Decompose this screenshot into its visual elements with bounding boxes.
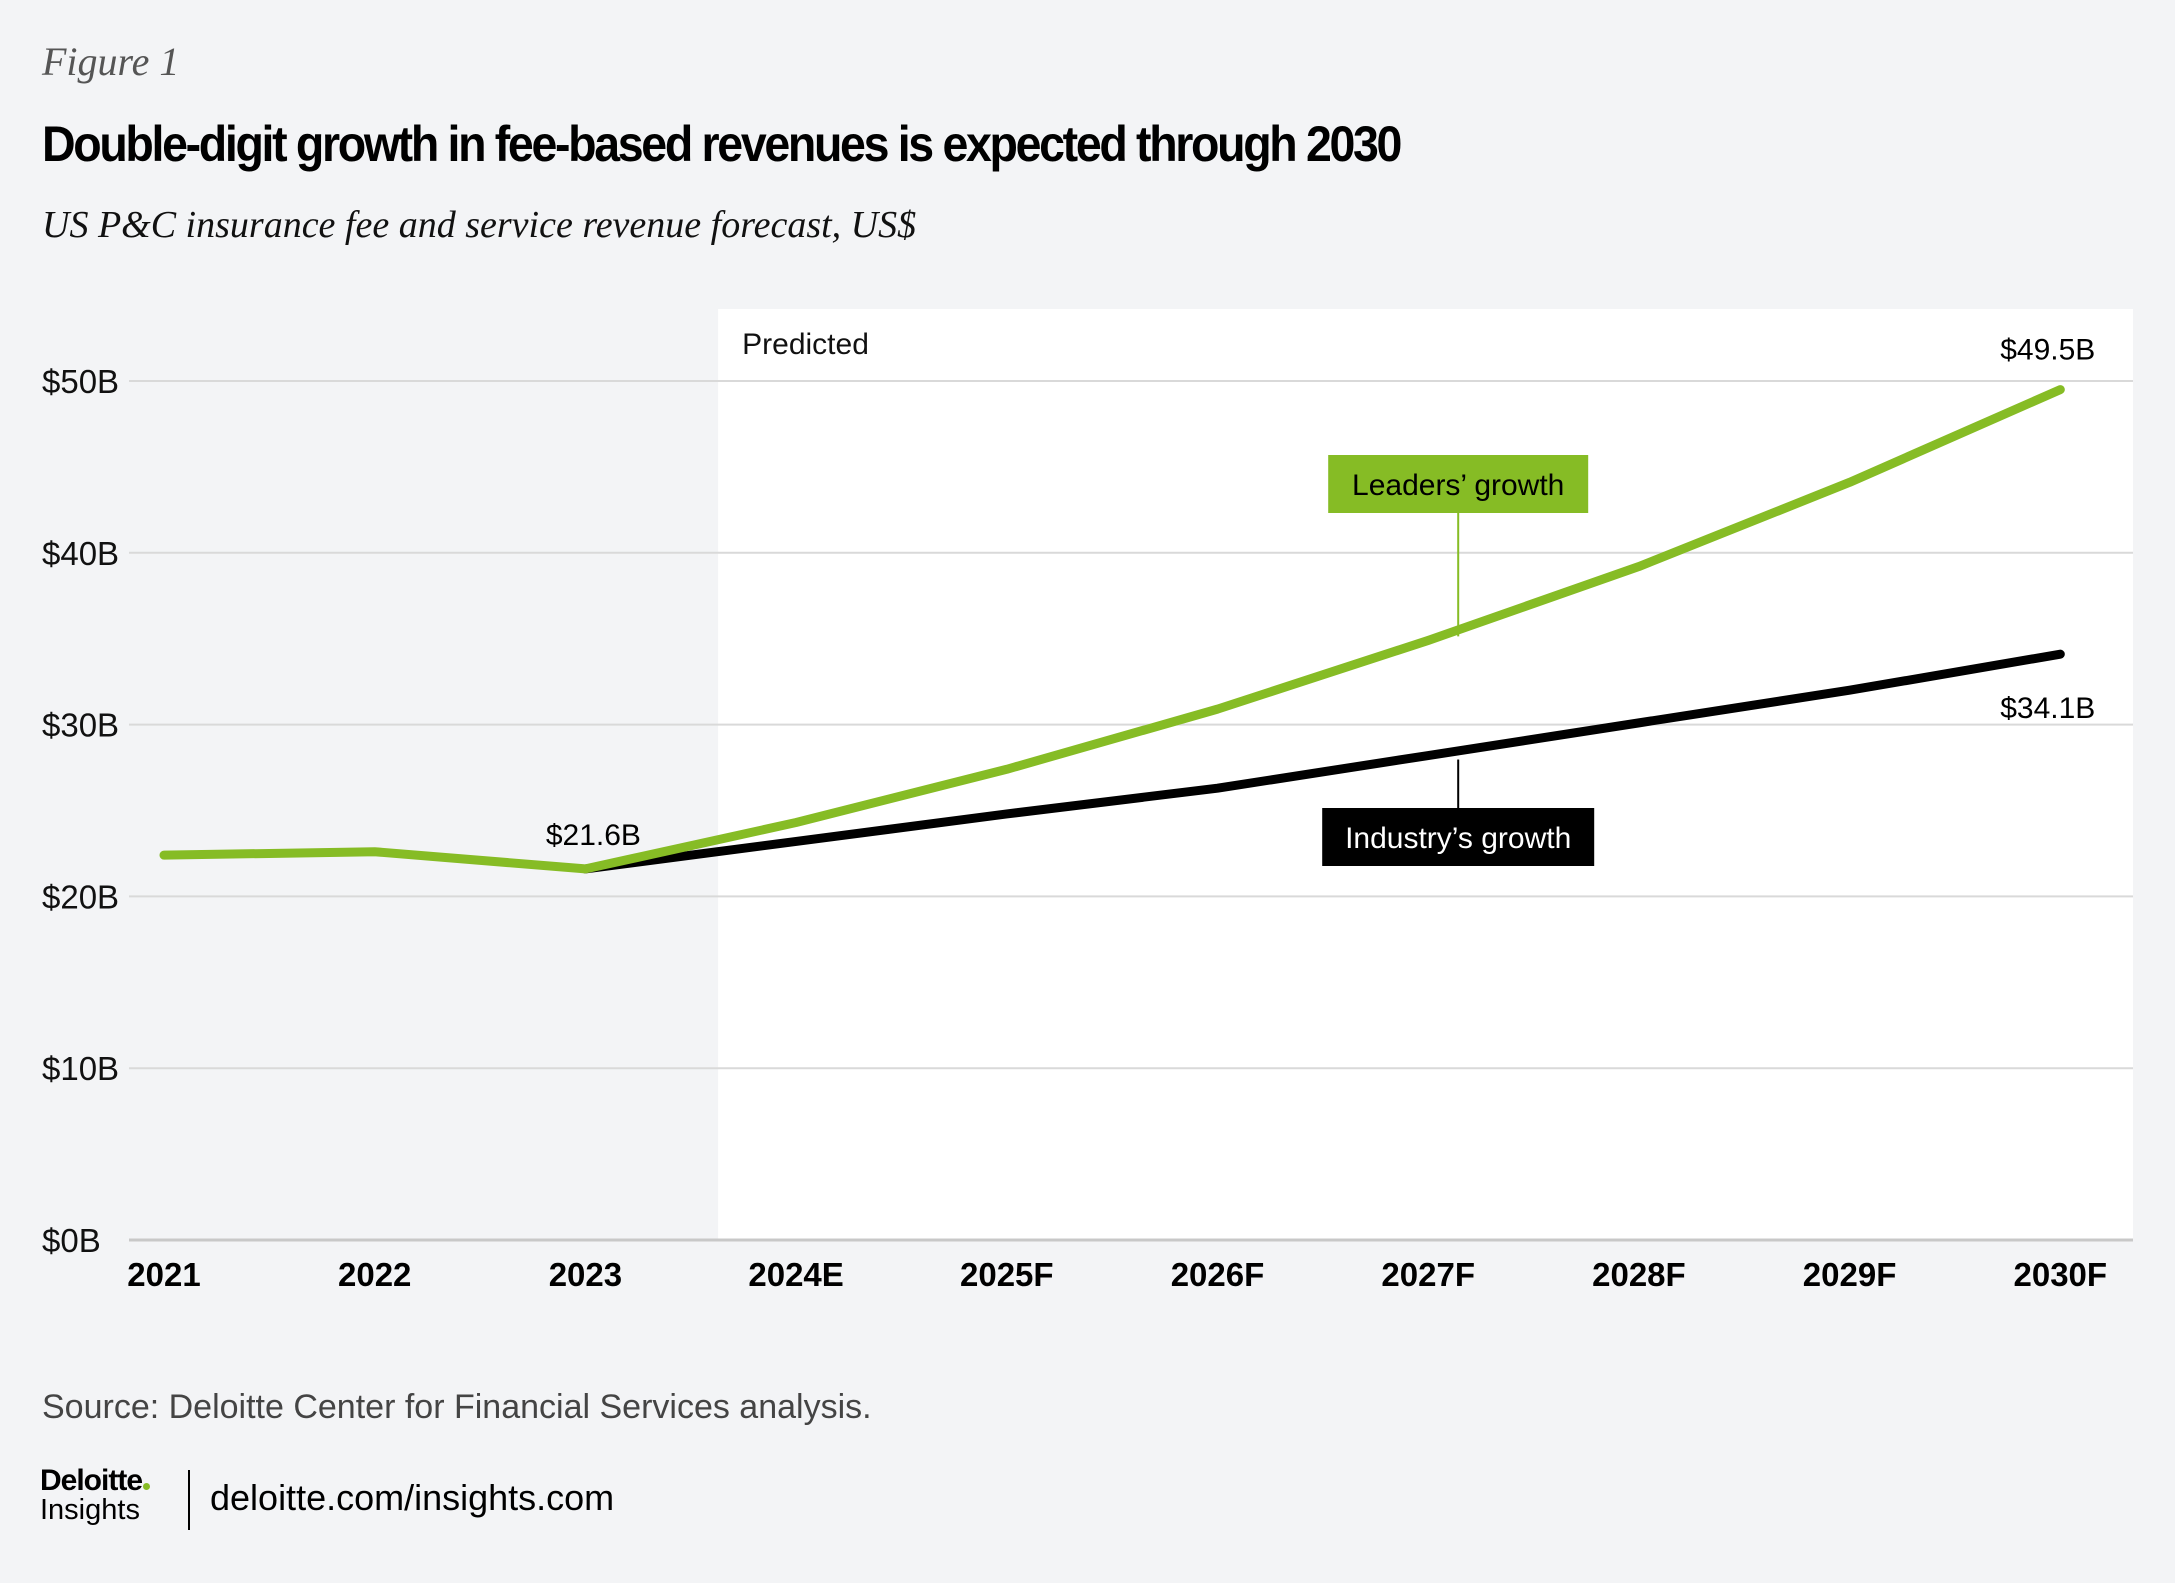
footer-divider: [188, 1470, 190, 1530]
leaders-callout-box: [1328, 455, 1589, 513]
logo-brand: Deloitte: [40, 1464, 143, 1497]
logo-insights: Insights: [40, 1494, 140, 1526]
series-lines: [159, 385, 2065, 874]
industry-growth-line: [580, 649, 2065, 874]
y-tick-label: $50B: [42, 363, 119, 400]
x-tick-label: 2021: [127, 1256, 200, 1293]
industry-callout-box: [1322, 808, 1595, 866]
y-tick-label: $40B: [42, 535, 119, 572]
data-labels: $21.6B $49.5B $34.1B: [546, 334, 2095, 852]
x-tick-label: 2025F: [960, 1256, 1054, 1293]
site-url-link[interactable]: deloitte.com/insights.com: [210, 1477, 615, 1518]
data-label: $21.6B: [546, 819, 641, 852]
y-tick-label: $30B: [42, 707, 119, 744]
chart-title: Double-digit growth in fee-based revenue…: [42, 116, 1402, 172]
industry-legend-label: Industry’s growth: [1345, 822, 1571, 855]
y-tick-label: $20B: [42, 878, 119, 915]
deloitte-logo: Deloitte: [40, 1464, 151, 1498]
x-tick-label: 2028F: [1592, 1256, 1686, 1293]
figure-label: Figure 1: [42, 39, 180, 84]
x-tick-label: 2022: [338, 1256, 411, 1293]
x-tick-label: 2029F: [1803, 1256, 1897, 1293]
y-tick-label: $10B: [42, 1050, 119, 1087]
y-tick-label: $0B: [42, 1222, 101, 1259]
data-label: $34.1B: [2000, 692, 2095, 725]
source-note: Source: Deloitte Center for Financial Se…: [42, 1388, 872, 1426]
predicted-label: Predicted: [742, 328, 869, 361]
x-tick-label: 2024E: [748, 1256, 843, 1293]
y-axis-ticks: $0B $10B $20B $30B $40B $50B: [42, 363, 119, 1259]
x-tick-label: 2023: [549, 1256, 622, 1293]
data-label: $49.5B: [2000, 334, 2095, 367]
leaders-growth-line: [159, 385, 2065, 874]
logo-dot-icon: [143, 1483, 151, 1490]
x-tick-label: 2027F: [1381, 1256, 1475, 1293]
x-axis-ticks: 2021 2022 2023 2024E 2025F 2026F 2027F 2028F 202…: [127, 1256, 2107, 1293]
chart-subtitle: US P&C insurance fee and service revenue…: [42, 204, 917, 246]
series-callouts: Leaders’ growth Industry’s growth: [1322, 455, 1595, 866]
gridlines: [129, 380, 2133, 1242]
x-tick-label: 2030F: [2014, 1256, 2108, 1293]
leaders-legend-label: Leaders’ growth: [1352, 469, 1564, 502]
x-tick-label: 2026F: [1171, 1256, 1265, 1293]
